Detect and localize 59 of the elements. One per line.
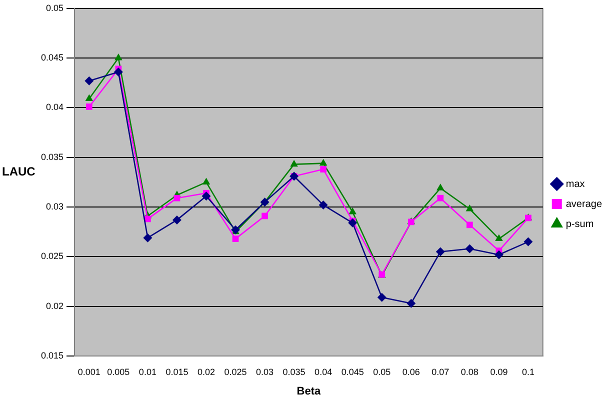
x-tick-label: 0.04 (314, 366, 332, 377)
point (436, 184, 444, 190)
point (84, 76, 94, 86)
y-tick-label: 0.02 (46, 300, 64, 311)
y-tick-label: 0.05 (46, 2, 64, 13)
x-tick-label: 0.05 (373, 366, 391, 377)
point (86, 104, 92, 110)
x-tick-label: 0.09 (490, 366, 508, 377)
x-tick-label: 0.045 (341, 366, 364, 377)
x-tick-label: 0.07 (432, 366, 450, 377)
point (85, 94, 94, 102)
x-tick-label: 0.03 (256, 366, 274, 377)
point (494, 250, 504, 260)
y-tick-label: 0.035 (40, 152, 64, 162)
point (437, 194, 444, 202)
point (174, 194, 180, 202)
x-tick-label: 0.001 (78, 366, 100, 377)
point (232, 236, 239, 242)
point (318, 200, 328, 210)
point (262, 212, 268, 220)
x-tick-label: 0.1 (522, 366, 534, 377)
x-tick-label: 0.02 (197, 366, 216, 377)
point (290, 160, 298, 167)
point (172, 215, 182, 224)
legend-label: average (566, 198, 602, 210)
y-tick-label: 0.015 (40, 350, 64, 360)
point (348, 207, 356, 214)
y-axis-title: LAUC (2, 164, 36, 179)
point (114, 67, 123, 76)
x-tick-label: 0.015 (166, 366, 188, 377)
point (202, 178, 210, 184)
legend-label: p-sum (566, 218, 594, 230)
x-tick-label: 0.025 (224, 366, 247, 377)
legend-label: max (566, 178, 585, 190)
point (466, 204, 474, 212)
y-tick-label: 0.045 (40, 52, 64, 63)
point (143, 233, 152, 242)
point (260, 198, 270, 207)
y-tick-label: 0.025 (40, 251, 64, 262)
point (377, 292, 386, 302)
point (320, 166, 327, 172)
point (465, 244, 474, 254)
x-tick-label: 0.06 (402, 366, 420, 377)
x-tick-label: 0.035 (282, 366, 306, 377)
point (524, 237, 533, 246)
point (114, 54, 122, 60)
x-tick-label: 0.005 (107, 366, 130, 377)
point (319, 158, 328, 166)
point (406, 298, 416, 308)
point (436, 247, 445, 256)
point (348, 218, 358, 228)
x-tick-label: 0.08 (460, 366, 478, 377)
x-axis-title: Beta (296, 385, 322, 398)
x-tick-label: 0.01 (138, 366, 156, 377)
y-tick-label: 0.03 (46, 202, 64, 212)
y-tick-label: 0.04 (46, 102, 64, 112)
point (495, 234, 503, 242)
point (466, 222, 473, 228)
point (202, 192, 211, 201)
